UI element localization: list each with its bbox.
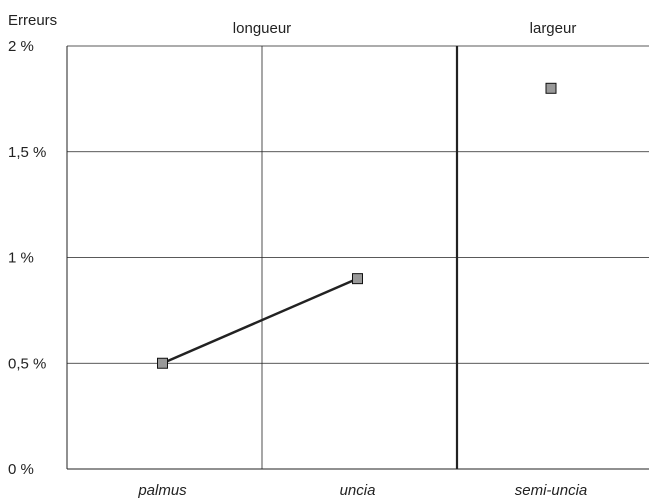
y-tick-labels: 0 % 0,5 % 1 % 1,5 % 2 % xyxy=(8,38,46,478)
y-tick-label: 0,5 % xyxy=(8,355,46,372)
data-point-marker xyxy=(157,357,168,369)
group-labels: longueur largeur xyxy=(233,20,577,37)
category-label: uncia xyxy=(340,482,376,499)
grid xyxy=(66,45,649,470)
data-point-marker xyxy=(352,273,363,285)
y-tick-label: 2 % xyxy=(8,38,34,55)
category-label: semi-uncia xyxy=(515,482,588,499)
y-axis-label: Erreurs xyxy=(8,12,57,29)
data-point-marker xyxy=(545,82,557,94)
group-label: largeur xyxy=(530,20,577,37)
y-tick-label: 1,5 % xyxy=(8,144,46,161)
y-tick-label: 0 % xyxy=(8,461,34,478)
category-labels: palmus uncia semi-uncia xyxy=(137,482,587,499)
series xyxy=(157,82,557,369)
series-line xyxy=(162,277,358,365)
group-label: longueur xyxy=(233,20,291,37)
category-label: palmus xyxy=(137,482,187,499)
y-tick-label: 1 % xyxy=(8,250,34,267)
